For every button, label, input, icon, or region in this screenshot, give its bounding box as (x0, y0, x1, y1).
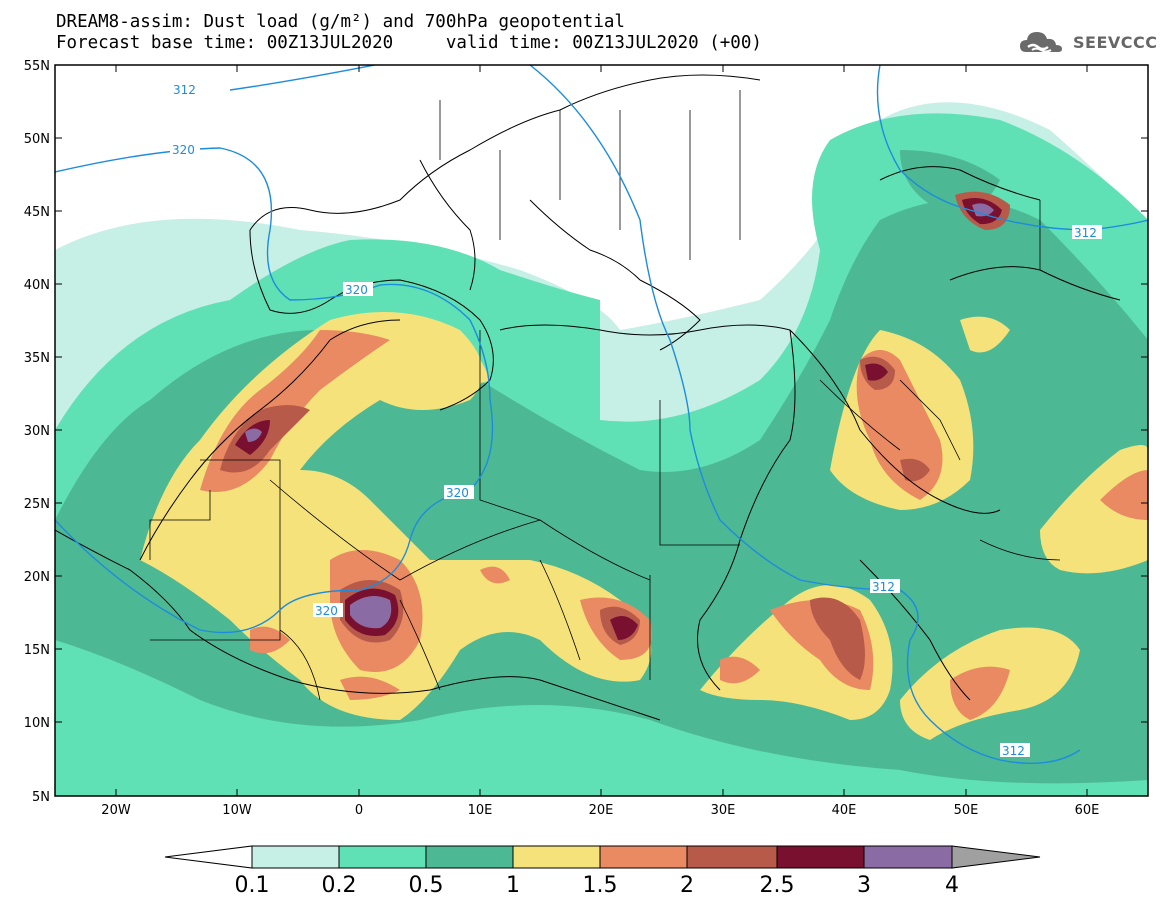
contour-label: 320 (444, 485, 474, 500)
contour-label-text: 312 (872, 580, 895, 594)
contour-label-text: 312 (1002, 744, 1025, 758)
map-title: DREAM8-assim: Dust load (g/m²) and 700hP… (56, 12, 625, 32)
lon-label: 60E (1075, 803, 1100, 818)
lat-label: 55N (24, 59, 50, 74)
colorbar-tick-label: 1.5 (583, 873, 618, 898)
lon-label: 40E (832, 803, 857, 818)
lon-label: 10W (222, 803, 252, 818)
lat-label: 45N (24, 205, 50, 220)
lon-label: 50E (954, 803, 979, 818)
contour-label-text: 320 (315, 604, 338, 618)
contour-label-text: 312 (173, 83, 196, 97)
lat-label: 5N (32, 790, 50, 805)
colorbar-swatch (425, 845, 514, 869)
cloud-logo-icon (1020, 32, 1062, 53)
contour-label-text: 320 (345, 283, 368, 297)
map-plot-area: 312 320 320 320 320 312 (55, 65, 1148, 796)
colorbar-swatch (512, 845, 601, 869)
logo-text: SEEVCCC (1073, 32, 1158, 52)
colorbar-swatch (251, 845, 340, 869)
contour-labels: 312 320 320 320 320 312 (170, 82, 1102, 758)
colorbar-swatch (686, 845, 778, 869)
contour-label: 320 (313, 603, 343, 618)
seevccc-logo: SEEVCCC (1018, 28, 1158, 56)
lat-label: 40N (24, 278, 50, 293)
lat-label: 20N (24, 570, 50, 585)
colorbar-swatch (338, 845, 427, 869)
contour-label: 312 (172, 82, 204, 97)
lat-label: 15N (24, 643, 50, 658)
latitude-axis: 55N 50N 45N 40N 35N 30N 25N 20N 15N 10N … (24, 59, 1148, 805)
lat-label: 30N (24, 424, 50, 439)
contour-label: 320 (170, 142, 200, 157)
lon-label: 30E (711, 803, 736, 818)
lon-label: 20W (101, 803, 131, 818)
colorbar-swatch (863, 845, 953, 869)
contour-label-text: 320 (446, 486, 469, 500)
lat-label: 25N (24, 497, 50, 512)
map-subtitle-times: Forecast base time: 00Z13JUL2020 valid t… (56, 33, 762, 53)
coastlines (55, 74, 1121, 721)
longitude-axis: 20W 10W 0 10E 20E 30E 40E 50E 60E (101, 65, 1099, 818)
lon-label: 10E (468, 803, 493, 818)
colorbar-high-arrow (951, 845, 1041, 869)
country-borders (149, 90, 1061, 701)
contour-label: 312 (1000, 743, 1030, 758)
colorbar-tick-label: 0.1 (235, 873, 270, 898)
contour-label-text: 320 (172, 143, 195, 157)
colorbar-tick-label: 2.5 (760, 873, 795, 898)
contour-label: 312 (870, 579, 900, 594)
colorbar-tick-label: 1 (506, 873, 520, 898)
colorbar-tick-label: 2 (680, 873, 694, 898)
lat-label: 35N (24, 351, 50, 366)
colorbar-low-arrow (164, 845, 253, 869)
contour-label: 320 (343, 282, 373, 297)
colorbar-swatch (599, 845, 688, 869)
lon-label: 20E (589, 803, 614, 818)
colorbar-tick-label: 3 (857, 873, 871, 898)
contour-label-text: 312 (1074, 226, 1097, 240)
colorbar-tick-label: 0.5 (409, 873, 444, 898)
colorbar-swatch (776, 845, 865, 869)
colorbar-tick-label: 4 (945, 873, 959, 898)
lat-label: 10N (24, 716, 50, 731)
lon-label: 0 (355, 803, 363, 818)
colorbar: 0.1 0.2 0.5 1 1.5 2 2.5 3 4 (164, 845, 1041, 898)
lat-label: 50N (24, 132, 50, 147)
contour-label: 312 (1072, 225, 1102, 240)
colorbar-tick-label: 0.2 (322, 873, 357, 898)
